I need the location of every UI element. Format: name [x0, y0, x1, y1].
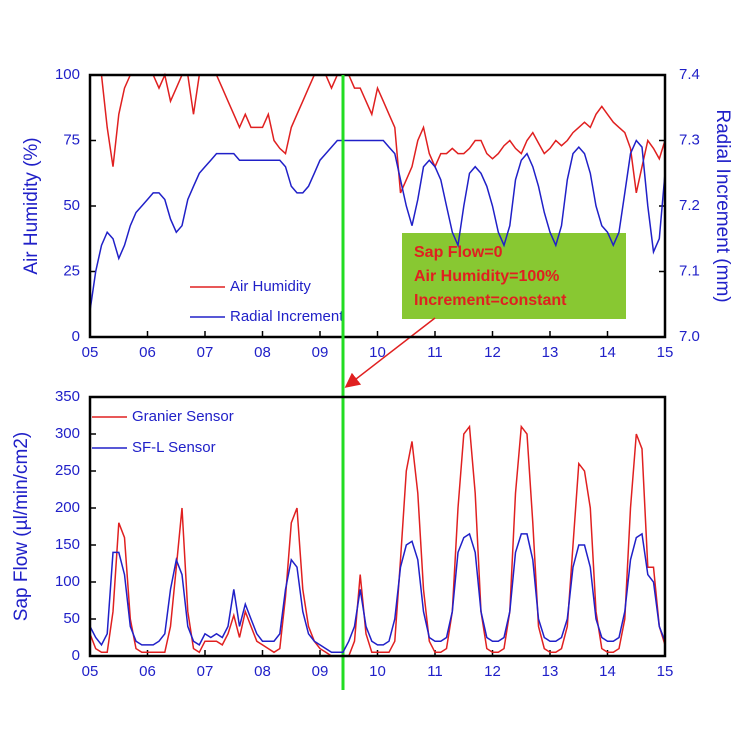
- annotation-text: Sap Flow=0: [414, 244, 503, 261]
- x-tick-label: 15: [657, 663, 674, 680]
- y-tick-label: 50: [63, 610, 80, 627]
- y-tick-label: 100: [55, 66, 80, 83]
- plot-frame: [88, 73, 667, 339]
- x-tick-label: 14: [599, 663, 616, 680]
- y-axis-label: Sap Flow (µl/min/cm2): [11, 432, 32, 621]
- y-tick-label: 25: [63, 262, 80, 279]
- x-tick-label: 12: [484, 663, 501, 680]
- y2-tick-label: 7.0: [679, 328, 700, 345]
- x-tick-label: 11: [427, 344, 443, 361]
- data-line: [89, 139, 666, 311]
- y-tick-label: 0: [72, 647, 80, 664]
- y-tick-label: 200: [55, 499, 80, 516]
- x-tick-label: 07: [197, 663, 214, 680]
- y2-axis-label: Radial Increment (mm): [712, 109, 733, 302]
- x-tick-label: 09: [312, 344, 329, 361]
- y2-tick-label: 7.4: [679, 66, 700, 83]
- y2-tick-label: 7.2: [679, 197, 700, 214]
- legend-label: Granier Sensor: [132, 408, 234, 425]
- data-line: [90, 72, 666, 194]
- y2-tick-label: 7.1: [679, 262, 700, 279]
- y-tick-label: 0: [72, 328, 80, 345]
- x-tick-label: 10: [369, 344, 386, 361]
- x-tick-label: 15: [657, 344, 674, 361]
- legend-label: Air Humidity: [230, 278, 311, 295]
- x-tick-label: 13: [542, 344, 559, 361]
- data-line: [89, 424, 666, 657]
- x-tick-label: 09: [312, 663, 329, 680]
- y-tick-label: 300: [55, 425, 80, 442]
- legend-label: Radial Increment: [230, 308, 344, 325]
- legend-label: SF-L Sensor: [132, 439, 216, 456]
- y2-tick-label: 7.3: [679, 131, 700, 148]
- x-tick-label: 10: [369, 663, 386, 680]
- x-tick-label: 14: [599, 344, 616, 361]
- x-tick-label: 12: [484, 344, 501, 361]
- y-tick-label: 75: [63, 131, 80, 148]
- y-axis-label: Air Humidity (%): [21, 137, 42, 274]
- x-tick-label: 11: [427, 663, 443, 680]
- annotation-box: [402, 233, 626, 319]
- y-tick-label: 50: [63, 197, 80, 214]
- plot-frame: [88, 395, 667, 658]
- x-tick-label: 08: [254, 344, 271, 361]
- data-line: [89, 532, 666, 654]
- y-tick-label: 150: [55, 536, 80, 553]
- annotation-text: Air Humidity=100%: [414, 268, 559, 285]
- x-tick-label: 05: [82, 663, 99, 680]
- y-tick-label: 350: [55, 388, 80, 405]
- annotation-arrow: [344, 317, 436, 388]
- x-tick-label: 05: [82, 344, 99, 361]
- y-tick-label: 250: [55, 462, 80, 479]
- x-tick-label: 06: [139, 344, 156, 361]
- x-tick-label: 08: [254, 663, 271, 680]
- annotation-text: Increment=constant: [414, 292, 567, 309]
- x-tick-label: 13: [542, 663, 559, 680]
- y-tick-label: 100: [55, 573, 80, 590]
- x-tick-label: 06: [139, 663, 156, 680]
- x-tick-label: 07: [197, 344, 214, 361]
